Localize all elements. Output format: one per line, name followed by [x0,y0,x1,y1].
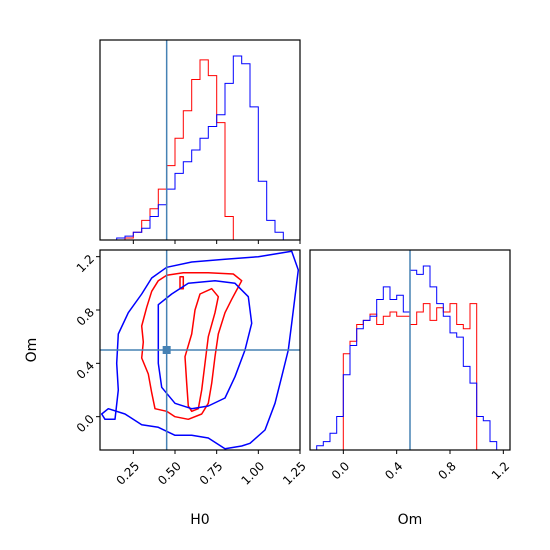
h0-histogram-frame [99,39,301,241]
h0-histogram-ticks [132,240,301,244]
y-axis-label-om: Om [24,338,40,363]
x-axis-label-om: Om [398,512,423,528]
h0-histogram-blue [100,55,292,241]
contour-series [100,250,300,450]
contour-blue-level-1 [100,250,300,450]
om-histogram-frame [309,249,511,451]
contour-blue-level-2 [157,279,253,410]
x-axis-label-h0: H0 [190,512,209,528]
contour-red-level-3 [179,275,185,290]
h0-histogram-panel [99,39,301,244]
contour-frame [99,249,301,451]
truth-marker [162,346,171,354]
contour-red-level-2 [184,287,220,413]
contour-red-level-1 [140,271,243,421]
